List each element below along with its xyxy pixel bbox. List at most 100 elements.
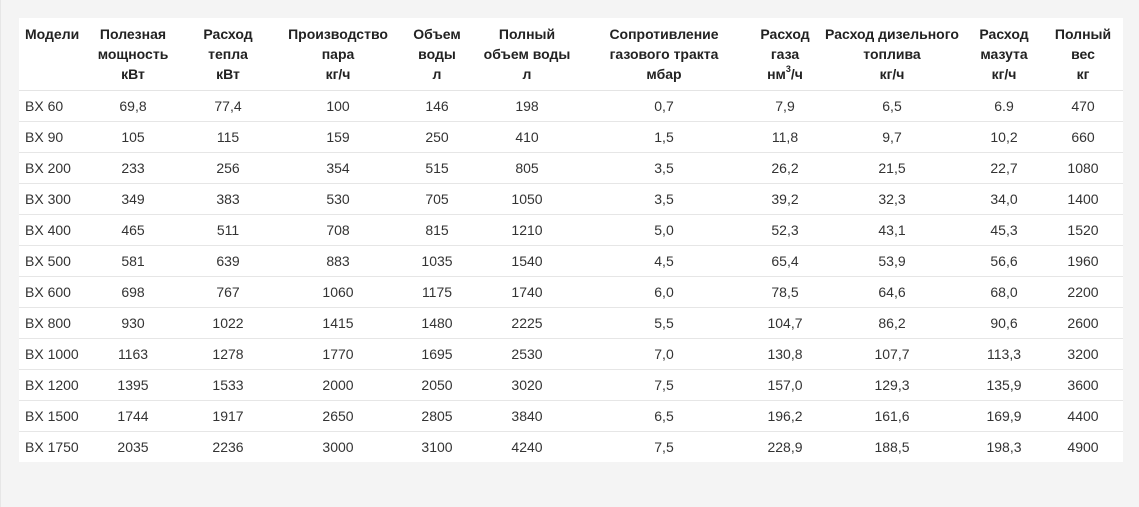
column-header: Полный объем воды л [477,18,577,91]
table-cell: 815 [397,214,477,246]
table-cell: 465 [89,214,177,246]
table-cell: 7,9 [751,90,819,122]
table-cell: 1163 [89,338,177,370]
table-cell: 3100 [421,439,453,455]
table-cell: 68,0 [965,276,1043,308]
column-header: Полезная мощность кВт [89,18,177,91]
table-cell: 1050 [477,183,577,215]
table-cell: 196,2 [751,400,819,432]
table-cell: 233 [89,152,177,184]
table-cell: 107,7 [819,338,965,370]
column-header-line: пара [321,46,355,62]
column-header-line: кг/ч [879,66,905,82]
column-header-line: Полезная [99,26,167,42]
table-cell: 64,6 [819,276,965,308]
column-header-line: вес [1071,46,1095,62]
table-cell: 10,2 [965,121,1043,153]
table-row: BX 500 581 639 883 1035 1540 4,5 65,4 53,9 56,6 19… [19,245,1123,277]
column-header: Расход газа нм3/ч [751,18,819,91]
table-cell: 6,5 [577,400,751,432]
column-header-line: кВт [121,66,145,82]
table-cell: 135,9 [965,369,1043,401]
table-cell: 77,4 [177,90,279,122]
column-header: Расход мазута кг/ч [965,18,1043,91]
table-row: BX 1500 1744 1917 2650 2805 3840 6,5 196,2 161,6… [19,400,1123,432]
table-cell: 159 [279,121,397,153]
table-cell: 198,3 [986,439,1022,455]
model-cell: BX 500 [19,245,89,277]
table-cell: 511 [177,214,279,246]
table-cell: 1035 [397,245,477,277]
table-cell: 3,5 [577,152,751,184]
table-cell: 9,7 [819,121,965,153]
column-header-line: нм3/ч [767,64,803,82]
table-cell: 1175 [397,276,477,308]
model-cell: BX 1000 [19,338,89,370]
table-cell: 3,5 [577,183,751,215]
column-header: Расход дизельного топлива кг/ч [819,18,965,91]
table-cell: 6,0 [577,276,751,308]
table-row: BX 1200 1395 1533 2000 2050 3020 7,5 157,0 129,3… [19,369,1123,401]
table-cell: 86,2 [819,307,965,339]
table-cell: 1480 [397,307,477,339]
table-cell: 228,9 [767,439,803,455]
model-cell: BX 200 [19,152,89,184]
column-header: Объем воды л [397,18,477,91]
column-header-line: кг [1076,66,1090,82]
table-cell: 2530 [477,338,577,370]
table-cell: 5,5 [577,307,751,339]
table-cell: 22,7 [965,152,1043,184]
table-cell: 1520 [1043,214,1123,246]
table-cell: 767 [177,276,279,308]
table-cell: 56,6 [965,245,1043,277]
column-header-line: Производство [288,26,388,42]
table-cell: 104,7 [751,307,819,339]
table-cell: 39,2 [751,183,819,215]
column-header-line: мазута [980,46,1028,62]
model-cell: BX 300 [19,183,89,215]
table-cell: 4900 [1067,439,1099,455]
table-cell: 0,7 [577,90,751,122]
table-cell: 705 [397,183,477,215]
table-cell: 515 [397,152,477,184]
table-cell: 1695 [397,338,477,370]
table-cell: 113,3 [965,338,1043,370]
column-header: Модели [19,18,89,91]
table-cell: 1415 [279,307,397,339]
table-cell: 69,8 [89,90,177,122]
table-cell: 34,0 [965,183,1043,215]
table-cell: 256 [177,152,279,184]
table-cell: 7,5 [654,439,674,455]
table-cell: 169,9 [965,400,1043,432]
table-cell: 6,5 [819,90,965,122]
table-row: BX 400 465 511 708 815 1210 5,0 52,3 43,1 45,3 152… [19,214,1123,246]
table-cell: 53,9 [819,245,965,277]
table-cell: 698 [89,276,177,308]
table-row: BX 60 69,8 77,4 100 146 198 0,7 7,9 6,5 6.9 470 [19,90,1123,122]
table-cell: 639 [177,245,279,277]
table-cell: 2200 [1043,276,1123,308]
table-cell: 2650 [279,400,397,432]
column-header-line: кг/ч [991,66,1017,82]
table-cell: 1540 [477,245,577,277]
column-header-line: тепла [208,46,248,62]
table-cell: 43,1 [819,214,965,246]
table-cell: 161,6 [819,400,965,432]
model-cell: BX 1750 [25,439,79,455]
table-cell: 1400 [1043,183,1123,215]
unit-superscript: 3 [785,64,791,75]
table-cell: 6.9 [965,90,1043,122]
table-cell: 349 [89,183,177,215]
table-cell: 52,3 [751,214,819,246]
column-header-line: объем воды [483,46,571,62]
table-cell: 1744 [89,400,177,432]
table-cell: 2035 [117,439,149,455]
column-header-line: газового тракта [609,46,719,62]
table-cell: 1,5 [577,121,751,153]
table-row: BX 600 698 767 1060 1175 1740 6,0 78,5 64,6 68,0 2… [19,276,1123,308]
table-cell: 708 [279,214,397,246]
column-header-line: Полный [1054,26,1112,42]
table-cell: 2225 [477,307,577,339]
table-cell: 2805 [397,400,477,432]
